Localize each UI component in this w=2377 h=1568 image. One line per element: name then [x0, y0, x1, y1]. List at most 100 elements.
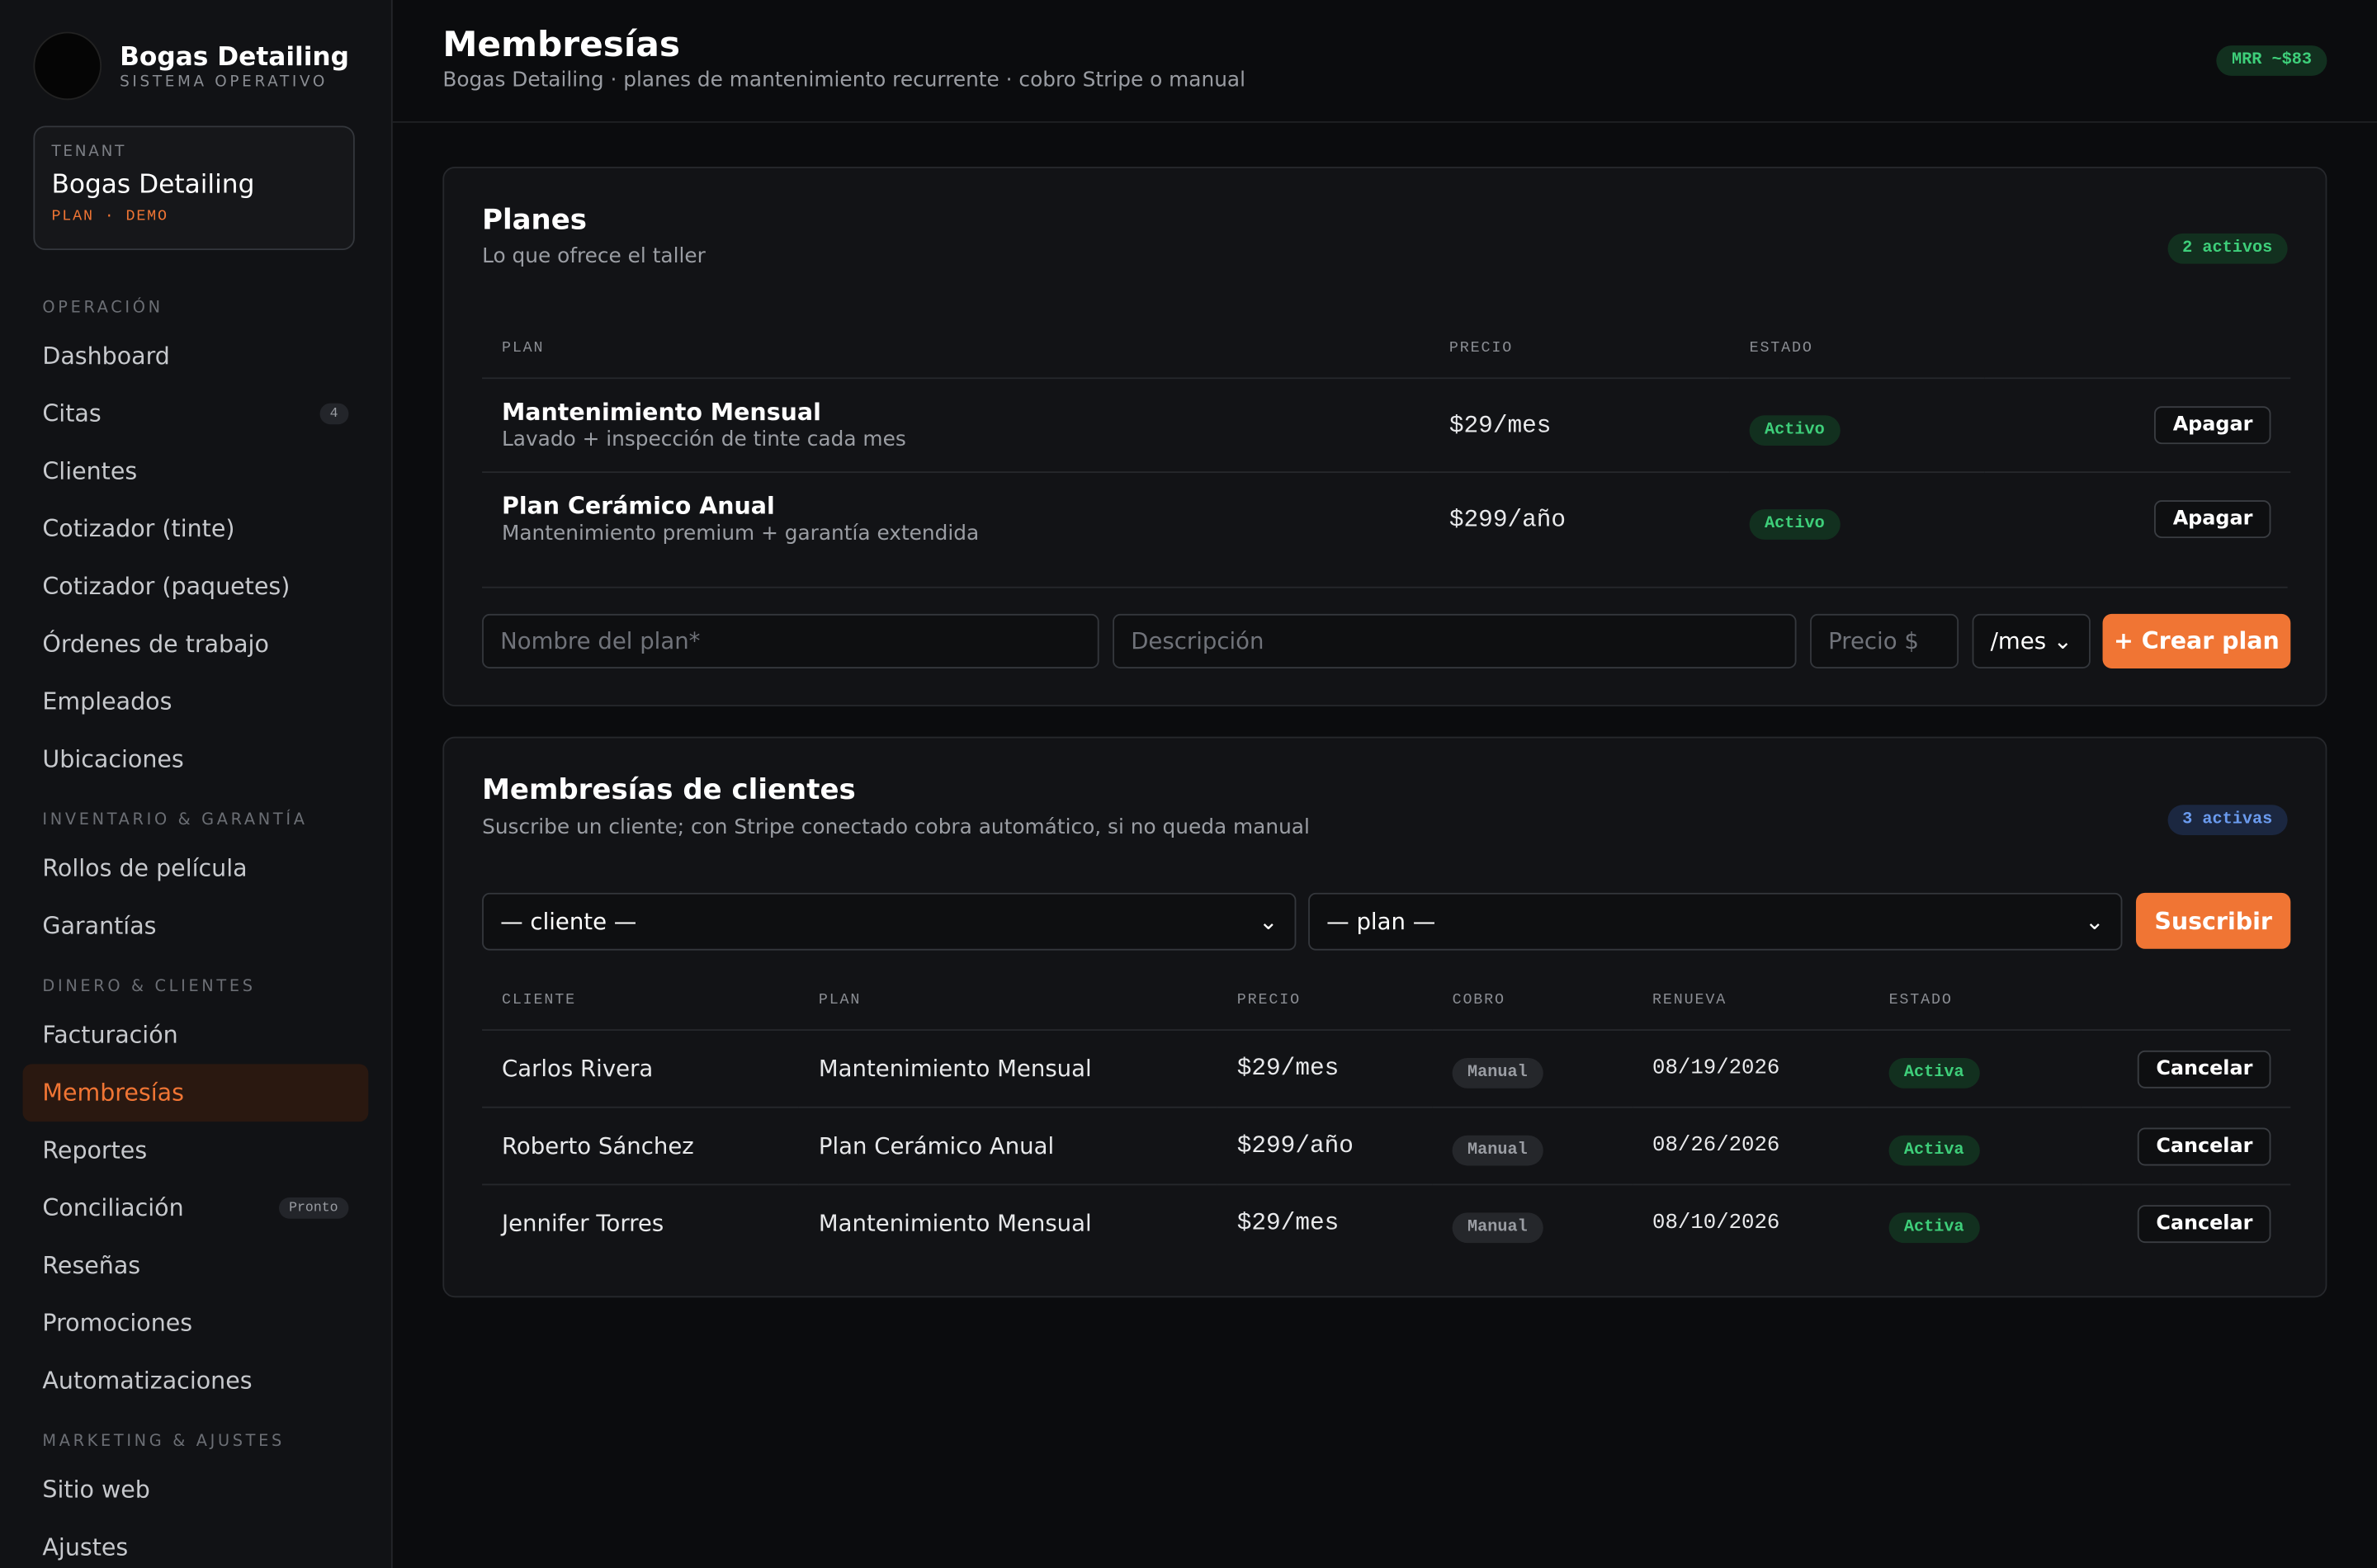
column-header — [2081, 971, 2291, 1031]
plan-name: Mantenimiento Mensual — [501, 399, 821, 427]
nav-item[interactable]: Garantías — [23, 897, 369, 955]
toggle-button[interactable]: Apagar — [2154, 406, 2271, 445]
cancel-button[interactable]: Cancelar — [2138, 1204, 2271, 1243]
nav-section-title: INVENTARIO & GARANTÍA — [42, 810, 308, 829]
price: $299/año — [1217, 1107, 1433, 1186]
status-cell: Activa — [1869, 1107, 2082, 1186]
nav-section-title: MARKETING & AJUSTES — [42, 1432, 285, 1451]
client-name: Carlos Rivera — [482, 1030, 799, 1108]
nav-label: Facturación — [42, 1021, 178, 1050]
column-header: COBRO — [1432, 971, 1633, 1031]
card-title: Planes — [482, 204, 588, 237]
status-cell: Activa — [1869, 1030, 2082, 1108]
plan-cell: Mantenimiento Mensual Lavado + inspección… — [482, 378, 1430, 474]
column-header: ESTADO — [1729, 319, 1985, 380]
chevron: ⌄ — [2085, 908, 2105, 936]
plan-price: $29/mes — [1430, 378, 1730, 474]
status-badge: Activa — [1888, 1212, 1980, 1244]
nav-item[interactable]: Citas 4 — [23, 385, 369, 443]
plan-price: $299/año — [1448, 506, 1566, 534]
nav-item[interactable]: Reseñas — [23, 1237, 369, 1295]
plan-row: Mantenimiento Mensual Lavado + inspección… — [482, 378, 2291, 474]
memberships-card: Membresías de clientes Suscribe un clien… — [442, 736, 2327, 1298]
nav-item[interactable]: Automatizaciones — [23, 1352, 369, 1410]
plan-price-input[interactable]: Precio $ — [1810, 613, 1959, 668]
status-cell: Activo — [1730, 472, 1985, 566]
column-header: PRECIO — [1217, 971, 1433, 1031]
action-cell: Cancelar — [2081, 1107, 2291, 1186]
tenant-card[interactable]: TENANT Bogas Detailing PLAN · DEMO — [33, 125, 355, 251]
header-row: PLAN PRECIO ESTADO — [482, 319, 2291, 380]
nav: OPERACIÓN Dashboard Citas 4 Clientes Cotizado… — [22, 288, 369, 1568]
nav-item[interactable]: Sitio web — [23, 1462, 369, 1519]
nav-item[interactable]: Cotizador (paquetes) — [23, 558, 369, 616]
nav-item[interactable]: Órdenes de trabajo — [23, 616, 369, 673]
tenant-plan: PLAN · DEMO — [51, 209, 168, 226]
nav-item[interactable]: Membresías — [22, 1064, 369, 1122]
nav-label: Cotizador (paquetes) — [42, 573, 291, 601]
cancel-button[interactable]: Cancelar — [2138, 1126, 2271, 1165]
nav-label: Garantías — [42, 912, 157, 940]
nav-badge: 4 — [319, 403, 349, 425]
billing-cell: Manual — [1432, 1030, 1633, 1108]
client-select[interactable]: — cliente — ⌄ — [482, 892, 1297, 951]
status-badge: Activo — [1749, 414, 1841, 446]
membership-row: Carlos Rivera Mantenimiento Mensual $29/me… — [482, 1030, 2291, 1108]
brand-name: Bogas Detailing — [120, 41, 350, 73]
nav-label: Promociones — [42, 1309, 193, 1337]
price: $29/mes — [1217, 1030, 1433, 1108]
action-cell: Apagar — [1984, 378, 2291, 474]
client-name: Roberto Sánchez — [482, 1107, 799, 1186]
plan-select[interactable]: — plan — ⌄ — [1308, 892, 2123, 951]
nav-item[interactable]: Conciliación Pronto — [23, 1179, 369, 1237]
nav-item[interactable]: Promociones — [23, 1295, 369, 1353]
card-title: Membresías de clientes — [482, 774, 856, 807]
cancel-button[interactable]: Cancelar — [2138, 1049, 2271, 1088]
plan-row: Plan Cerámico Anual Mantenimiento premium… — [482, 472, 2290, 566]
memberships-table: CLIENTE PLAN PRECIO COBRO RENUEVA ESTADO Carl… — [482, 971, 2291, 1262]
nav-section-title: DINERO & CLIENTES — [42, 977, 256, 996]
plan-name-input[interactable]: Nombre del plan* — [482, 613, 1099, 668]
main: Membresías Bogas Detailing · planes de m… — [392, 0, 2377, 1568]
create-plan-button[interactable]: + Crear plan — [2102, 613, 2291, 668]
nav-item[interactable]: Reportes — [23, 1122, 369, 1179]
subscribe-button[interactable]: Suscribir — [2135, 892, 2291, 949]
period-select[interactable]: /mes ⌄ — [1972, 613, 2091, 668]
nav-item[interactable]: Cotizador (tinte) — [23, 500, 369, 558]
plan-description-input[interactable]: Descripción — [1113, 613, 1797, 668]
tenant-label: TENANT — [51, 144, 127, 161]
plan-description: Lavado + inspección de tinte cada mes — [501, 427, 906, 452]
renewal-date: 08/10/2026 — [1652, 1211, 1780, 1236]
client-select-value: — cliente — — [500, 908, 637, 936]
nav-item[interactable]: Clientes — [23, 442, 369, 500]
price: $29/mes — [1236, 1210, 1340, 1238]
column-header: PLAN — [482, 319, 1430, 380]
brand: Bogas Detailing SISTEMA OPERATIVO — [33, 31, 350, 101]
period-value: /mes — [1990, 627, 2047, 655]
count-badge: 3 activas — [2167, 805, 2288, 836]
nav-item[interactable]: Rollos de película — [23, 840, 369, 898]
column-header: PRECIO — [1430, 319, 1730, 380]
header: Membresías Bogas Detailing · planes de m… — [392, 0, 2377, 123]
nav-item[interactable]: Dashboard — [23, 328, 369, 385]
nav-item[interactable]: Ajustes — [23, 1518, 369, 1568]
billing-cell: Manual — [1432, 1107, 1633, 1186]
logo — [33, 31, 102, 101]
mrr-badge: MRR ~$83 — [2216, 45, 2327, 76]
nav-label: Ubicaciones — [42, 745, 184, 773]
plan-select-value: — plan — — [1326, 908, 1436, 936]
action-cell: Cancelar — [2081, 1030, 2291, 1108]
renewal-date: 08/26/2026 — [1633, 1107, 1869, 1186]
nav-item[interactable]: Empleados — [23, 673, 369, 731]
status-badge: Activo — [1749, 508, 1841, 540]
toggle-button[interactable]: Apagar — [2154, 500, 2271, 539]
plans-table: PLAN PRECIO ESTADO Mantenimiento Mensual… — [482, 319, 2291, 566]
nav-section-title: OPERACIÓN — [42, 298, 163, 317]
billing-badge: Manual — [1452, 1212, 1543, 1244]
plan-name: Plan Cerámico Anual — [501, 493, 775, 521]
nav-label: Ajustes — [42, 1533, 129, 1561]
nav-label: Conciliación — [42, 1194, 184, 1222]
nav-item[interactable]: Facturación — [23, 1007, 369, 1065]
nav-item[interactable]: Ubicaciones — [23, 730, 369, 788]
